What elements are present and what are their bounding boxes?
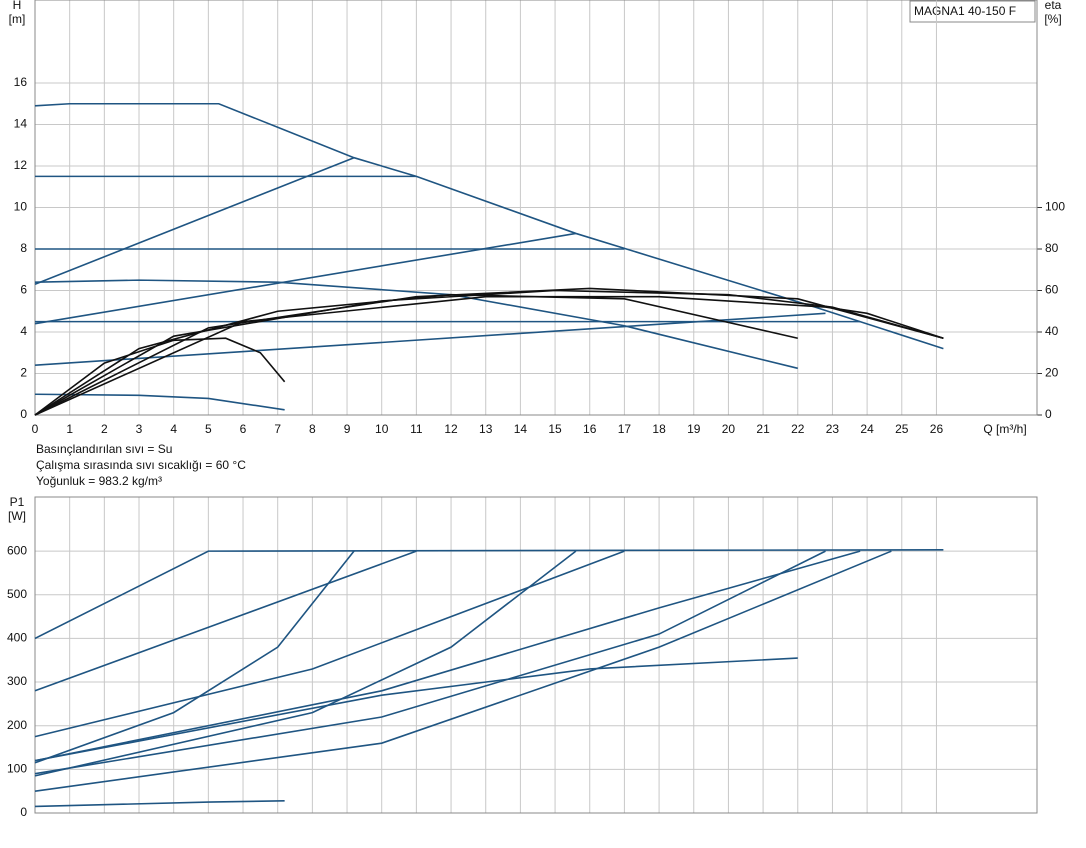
y-tick-label: 16 [14, 75, 28, 89]
note: Çalışma sırasında sıvı sıcaklığı = 60 °C [36, 458, 246, 472]
curve [34, 657, 798, 762]
curve [34, 279, 798, 370]
y2-label: eta [1045, 0, 1062, 12]
x-tick-label: 20 [722, 422, 736, 436]
plot-frame [34, 0, 1038, 416]
curve [34, 550, 625, 738]
note: Basınçlandırılan sıvı = Su [36, 442, 172, 456]
title-box [909, 0, 1036, 23]
y2-tick-label: 100 [1045, 200, 1065, 214]
x-tick-label: 7 [274, 422, 281, 436]
curve [34, 232, 577, 325]
curve [34, 295, 944, 416]
y-tick-label: 12 [14, 158, 28, 172]
y-unit: [W] [8, 509, 26, 523]
curve [34, 550, 826, 775]
note: Yoğunluk = 983.2 kg/m³ [36, 474, 162, 488]
x-tick-label: 6 [240, 422, 247, 436]
curve [34, 550, 892, 792]
x-tick-label: 8 [309, 422, 316, 436]
y-tick-label: 300 [7, 674, 27, 688]
x-tick-label: 9 [344, 422, 351, 436]
y2-tick-label: 0 [1045, 407, 1052, 421]
x-tick-label: 17 [618, 422, 632, 436]
x-tick-label: 26 [930, 422, 944, 436]
curve [34, 337, 286, 416]
y-label: H [13, 0, 22, 12]
chart-title: MAGNA1 40-150 F [914, 4, 1016, 18]
x-tick-label: 11 [410, 422, 423, 436]
x-tick-label: 16 [583, 422, 597, 436]
y-tick-label: 600 [7, 543, 27, 557]
curve [34, 549, 944, 640]
curve [34, 102, 944, 350]
y-tick-label: 0 [20, 805, 27, 819]
x-tick-label: 1 [66, 422, 73, 436]
x-tick-label: 21 [756, 422, 770, 436]
y-tick-label: 100 [7, 762, 27, 776]
curve [34, 393, 285, 411]
x-tick-label: 12 [444, 422, 458, 436]
x-label: Q [m³/h] [983, 422, 1026, 436]
y-tick-label: 400 [7, 631, 27, 645]
y-unit: [m] [9, 12, 26, 26]
x-tick-label: 13 [479, 422, 493, 436]
curve [34, 293, 798, 416]
y2-unit: [%] [1044, 12, 1061, 26]
y2-tick-label: 40 [1045, 324, 1059, 338]
y2-tick-label: 20 [1045, 366, 1059, 380]
curve [34, 550, 417, 692]
x-tick-label: 4 [170, 422, 177, 436]
x-tick-label: 14 [514, 422, 528, 436]
x-tick-label: 24 [860, 422, 874, 436]
curve [34, 799, 285, 808]
x-tick-label: 3 [136, 422, 143, 436]
y-tick-label: 8 [20, 241, 27, 255]
y-tick-label: 0 [20, 407, 27, 421]
x-tick-label: 23 [826, 422, 840, 436]
y-tick-label: 4 [20, 324, 27, 338]
x-tick-label: 0 [32, 422, 39, 436]
x-tick-label: 22 [791, 422, 805, 436]
x-tick-label: 2 [101, 422, 108, 436]
x-tick-label: 19 [687, 422, 701, 436]
curve [34, 156, 355, 286]
y-tick-label: 10 [14, 200, 28, 214]
x-tick-label: 10 [375, 422, 389, 436]
y-tick-label: 2 [20, 366, 27, 380]
curve [34, 550, 577, 777]
y2-tick-label: 60 [1045, 283, 1059, 297]
y2-tick-label: 80 [1045, 241, 1059, 255]
y-tick-label: 6 [20, 283, 27, 297]
plot-frame [34, 496, 1038, 814]
y-tick-label: 14 [14, 117, 28, 131]
x-tick-label: 15 [548, 422, 562, 436]
curve [34, 550, 355, 764]
curve [34, 550, 861, 762]
y-tick-label: 200 [7, 718, 27, 732]
y-tick-label: 500 [7, 587, 27, 601]
curve [34, 287, 944, 416]
y-label: P1 [10, 495, 25, 509]
x-tick-label: 25 [895, 422, 909, 436]
x-tick-label: 5 [205, 422, 212, 436]
x-tick-label: 18 [652, 422, 666, 436]
